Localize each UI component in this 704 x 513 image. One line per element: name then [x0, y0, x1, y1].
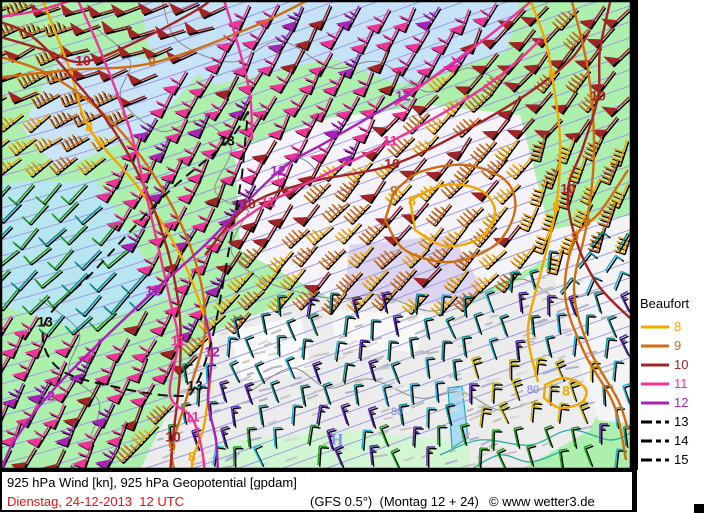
- legend-item-bft-9: 9: [640, 336, 704, 355]
- svg-text:13: 13: [219, 133, 235, 149]
- svg-text:11: 11: [171, 333, 186, 349]
- legend-line-sample: [641, 401, 669, 404]
- svg-text:8: 8: [548, 66, 556, 82]
- svg-text:10: 10: [560, 181, 576, 197]
- legend-item-label: 15: [674, 452, 689, 467]
- legend-item-bft-14: 14: [640, 431, 704, 450]
- weather-map: 8888889999910101010101011111111121212121…: [0, 0, 638, 471]
- legend-item-label: 14: [674, 433, 689, 448]
- legend-line-sample: [641, 420, 669, 423]
- legend-item-bft-15: 15: [640, 450, 704, 469]
- svg-text:9: 9: [583, 214, 591, 230]
- svg-text:9: 9: [148, 54, 156, 70]
- chart-description: 925 hPa Wind [kn], 925 hPa Geopotential …: [7, 475, 297, 490]
- legend-item-bft-11: 11: [640, 374, 704, 393]
- legend-line-sample: [641, 439, 669, 442]
- svg-text:9: 9: [168, 439, 176, 455]
- svg-text:12: 12: [145, 283, 161, 299]
- svg-text:8: 8: [562, 383, 570, 399]
- legend-items: 8 9 10 11 12 13 14 15: [640, 317, 704, 469]
- legend-item-bft-10: 10: [640, 355, 704, 374]
- info-bar: 925 hPa Wind [kn], 925 hPa Geopotential …: [0, 470, 637, 512]
- svg-text:80: 80: [527, 384, 539, 396]
- svg-text:8: 8: [552, 199, 560, 215]
- legend-item-label: 10: [674, 357, 689, 372]
- copyright: © www wetter3.de: [489, 494, 595, 509]
- map-frame: 8 8 8 8 8 8 9 9 9 9 9 10 10 10 10 10 10 11 11 11 11 12 12 12 12 1…: [0, 0, 638, 471]
- corner-mark: [694, 504, 704, 513]
- legend-item-label: 11: [674, 376, 688, 391]
- legend-item-label: 9: [674, 338, 682, 353]
- model-run-info: (GFS 0.5°) (Montag 12 + 24): [310, 494, 479, 509]
- svg-text:13: 13: [37, 314, 53, 330]
- legend-item-bft-12: 12: [640, 393, 704, 412]
- legend-item-label: 12: [674, 395, 689, 410]
- svg-text:12: 12: [39, 388, 55, 404]
- legend-line-sample: [641, 344, 669, 347]
- svg-text:12: 12: [270, 163, 286, 179]
- svg-text:8: 8: [408, 193, 416, 209]
- svg-text:12: 12: [395, 88, 411, 104]
- legend-item-bft-8: 8: [640, 317, 704, 336]
- svg-text:10: 10: [240, 196, 256, 212]
- svg-text:8: 8: [85, 119, 93, 135]
- svg-text:12: 12: [204, 344, 220, 360]
- valid-datetime: Dienstag, 24-12-2013 12 UTC: [7, 494, 185, 509]
- svg-text:11: 11: [383, 133, 398, 149]
- svg-text:10: 10: [384, 156, 400, 172]
- svg-text:11: 11: [185, 409, 200, 425]
- beaufort-legend: Beaufort 8 9 10 11 12 13 14 15: [640, 296, 704, 469]
- svg-text:13: 13: [187, 378, 203, 394]
- svg-text:9: 9: [390, 183, 398, 199]
- legend-item-label: 13: [674, 414, 689, 429]
- legend-line-sample: [641, 458, 669, 461]
- legend-title: Beaufort: [640, 296, 690, 311]
- legend-line-sample: [641, 325, 669, 328]
- legend-line-sample: [641, 363, 669, 366]
- svg-text:H: H: [331, 432, 344, 449]
- legend-item-bft-13: 13: [640, 412, 704, 431]
- svg-text:10: 10: [75, 53, 91, 69]
- svg-text:10: 10: [590, 88, 606, 104]
- legend-item-label: 8: [674, 319, 682, 334]
- svg-text:10: 10: [165, 429, 181, 445]
- svg-text:9: 9: [571, 229, 579, 245]
- legend-line-sample: [641, 382, 669, 385]
- svg-text:8: 8: [188, 449, 196, 465]
- svg-text:11: 11: [261, 194, 276, 210]
- svg-text:80: 80: [391, 406, 403, 418]
